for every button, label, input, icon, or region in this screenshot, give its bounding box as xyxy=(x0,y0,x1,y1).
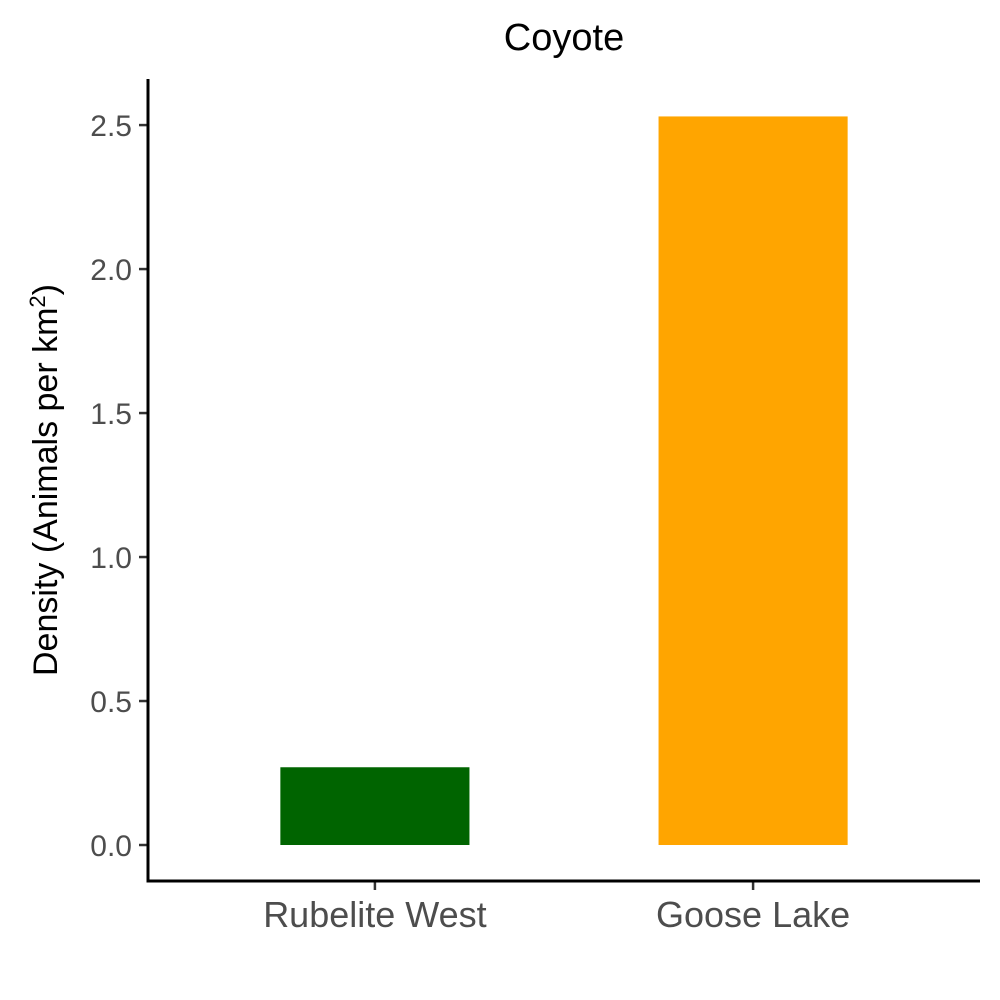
y-tick-label: 0.5 xyxy=(90,686,132,719)
y-axis-label-main: Density (Animals per km xyxy=(27,308,65,676)
bar-rubelite-west xyxy=(280,767,470,846)
x-tick-label: Goose Lake xyxy=(656,894,850,935)
y-axis-label-suffix: ) xyxy=(27,284,65,295)
bars-group xyxy=(280,116,848,846)
y-ticks-group: 0.0 0.5 1.0 1.5 2.0 2.5 xyxy=(90,110,148,863)
bar-goose-lake xyxy=(658,116,848,846)
chart-title: Coyote xyxy=(504,17,624,59)
x-ticks-group: Rubelite West Goose Lake xyxy=(263,881,850,935)
y-tick-label: 1.5 xyxy=(90,398,132,431)
y-tick-label: 2.5 xyxy=(90,110,132,143)
y-tick-label: 2.0 xyxy=(90,254,132,287)
y-tick-label: 1.0 xyxy=(90,542,132,575)
x-tick-label: Rubelite West xyxy=(263,894,486,935)
y-axis-label: Density (Animals per km2) xyxy=(25,284,66,676)
y-axis-label-superscript: 2 xyxy=(25,295,50,307)
y-tick-label: 0.0 xyxy=(90,830,132,863)
